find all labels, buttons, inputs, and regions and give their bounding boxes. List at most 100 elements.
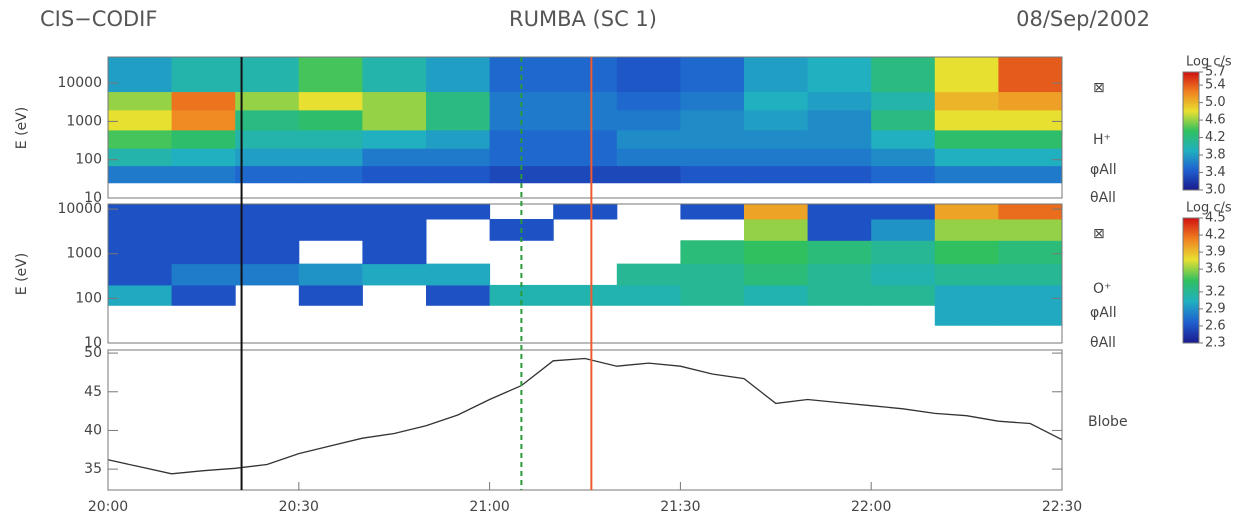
- heatmap-cell: [616, 91, 681, 111]
- y-axis-label: E (eV): [14, 107, 30, 149]
- right-label: φAll: [1090, 162, 1117, 178]
- line: [107, 357, 1063, 475]
- heatmap-cell: [680, 148, 745, 167]
- heatmap-cell: [171, 57, 236, 93]
- y-tick-label: 40: [84, 422, 102, 438]
- colorbar-tick-label: 4.6: [1205, 113, 1226, 128]
- heatmap-cell: [362, 57, 427, 93]
- colorbar-tick-label: 3.4: [1205, 165, 1226, 180]
- heatmap-cell: [426, 91, 491, 111]
- y-tick-label: 45: [84, 384, 102, 400]
- heatmap-cell: [362, 204, 427, 220]
- x-tick-label: 20:00: [88, 499, 128, 515]
- heatmap-cell: [553, 148, 618, 167]
- heatmap-cell: [235, 240, 300, 265]
- heatmap-cell: [934, 109, 999, 131]
- heatmap-cell: [934, 204, 999, 220]
- y-tick-label: 1000: [66, 246, 102, 262]
- heatmap-cell: [807, 218, 872, 241]
- heatmap-cell: [426, 204, 491, 220]
- heatmap-cell: [807, 129, 872, 149]
- heatmap-cell: [553, 165, 618, 184]
- y-axis-label: E (eV): [14, 253, 30, 295]
- colorbar-tick-label: 5.0: [1205, 95, 1226, 110]
- heatmap-cell: [616, 109, 681, 131]
- y-tick-label: 50: [84, 345, 102, 361]
- heatmap-cell: [298, 148, 363, 167]
- heatmap-cell: [426, 129, 491, 149]
- colorbar: [1182, 71, 1200, 191]
- heatmap-cell: [108, 240, 173, 265]
- heatmap-cell: [108, 57, 173, 93]
- heatmap-cell: [108, 165, 173, 184]
- colorbar-tick-label: 2.6: [1205, 318, 1226, 333]
- colorbar-tick-label: 3.2: [1205, 284, 1226, 299]
- right-label: ⊠: [1093, 80, 1105, 96]
- heatmap-cell: [171, 204, 236, 220]
- x-tick-label: 20:30: [279, 499, 319, 515]
- heatmap-cell: [871, 57, 936, 93]
- heatmap-cell: [934, 305, 999, 326]
- heatmap-cell: [744, 148, 809, 167]
- heatmap-cell: [934, 263, 999, 286]
- heatmap-cell: [362, 263, 427, 286]
- heatmap-cell: [871, 148, 936, 167]
- heatmap-cell: [362, 148, 427, 167]
- right-label: θAll: [1090, 335, 1116, 351]
- heatmap-cell: [235, 218, 300, 241]
- heatmap-cell: [998, 263, 1062, 286]
- heatmap-cell: [998, 91, 1062, 111]
- heatmap-cell: [871, 129, 936, 149]
- heatmap-cell: [298, 263, 363, 286]
- heatmap-cell: [616, 165, 681, 184]
- heatmap-cell: [108, 91, 173, 111]
- heatmap-cell: [934, 129, 999, 149]
- heatmap-cell: [934, 165, 999, 184]
- heatmap-cell: [807, 91, 872, 111]
- heatmap-cell: [744, 165, 809, 184]
- heatmap-cell: [298, 218, 363, 241]
- heatmap-cell: [108, 284, 173, 306]
- colorbar: [1182, 217, 1200, 344]
- heatmap-cell: [871, 284, 936, 306]
- heatmap-cell: [680, 204, 745, 220]
- heatmap-cell: [934, 240, 999, 265]
- heatmap-cell: [362, 109, 427, 131]
- heatmap-cell: [553, 57, 618, 93]
- heatmap-cell: [235, 57, 300, 93]
- heatmap-cell: [680, 165, 745, 184]
- heatmap-cell: [680, 57, 745, 93]
- y-tick-label: 100: [75, 152, 102, 168]
- heatmap-cell: [807, 109, 872, 131]
- heatmap-cell: [108, 218, 173, 241]
- heatmap-cell: [171, 165, 236, 184]
- panel-frame: [107, 349, 1063, 491]
- colorbar-tick-label: 4.5: [1205, 211, 1226, 226]
- heatmap-cell: [871, 218, 936, 241]
- heatmap-cell: [108, 109, 173, 131]
- heatmap-cell: [871, 240, 936, 265]
- heatmap-cell: [298, 57, 363, 93]
- heatmap-cell: [171, 218, 236, 241]
- heatmap-cell: [998, 109, 1062, 131]
- heatmap-cell: [362, 218, 427, 241]
- y-tick-label: 35: [84, 461, 102, 477]
- heatmap-cell: [934, 284, 999, 306]
- heatmap-cell: [998, 204, 1062, 220]
- heatmap-cell: [871, 204, 936, 220]
- colorbar-tick-label: 3.0: [1205, 183, 1226, 198]
- heatmap-cell: [744, 218, 809, 241]
- heatmap-cell: [298, 129, 363, 149]
- heatmap-cell: [744, 57, 809, 93]
- heatmap-cell: [680, 284, 745, 306]
- heatmap-cell: [553, 109, 618, 131]
- heatmap-cell: [934, 218, 999, 241]
- heatmap-cell: [807, 240, 872, 265]
- y-tick-label: 10: [84, 335, 102, 351]
- heatmap-cell: [235, 263, 300, 286]
- heatmap-cell: [744, 284, 809, 306]
- heatmap-cell: [744, 240, 809, 265]
- colorbar-tick-label: 2.3: [1205, 336, 1226, 351]
- heatmap-cell: [744, 129, 809, 149]
